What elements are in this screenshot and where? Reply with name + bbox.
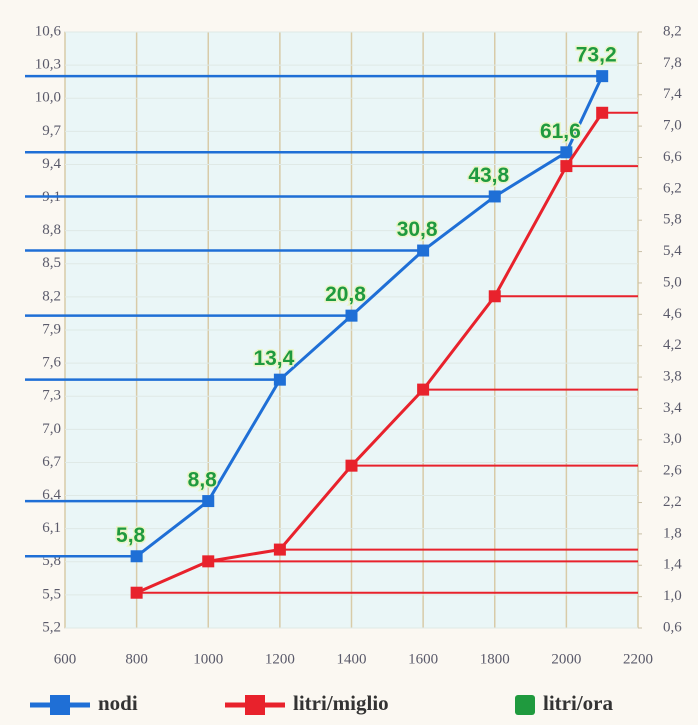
y2-tick-label: 8,2 bbox=[663, 23, 682, 39]
point bbox=[345, 459, 358, 472]
y2-tick-label: 2,2 bbox=[663, 494, 682, 510]
data-label: 20,8 bbox=[325, 283, 366, 306]
point bbox=[596, 70, 609, 83]
y-tick-label: 5,2 bbox=[42, 619, 61, 635]
x-tick-label: 1200 bbox=[265, 651, 295, 667]
x-tick-label: 2000 bbox=[551, 651, 581, 667]
y2-tick-label: 7,4 bbox=[663, 86, 682, 102]
y-tick-label: 9,4 bbox=[42, 156, 61, 172]
y-tick-label: 7,6 bbox=[42, 355, 61, 371]
y2-tick-label: 5,8 bbox=[663, 212, 682, 228]
x-tick-label: 2200 bbox=[623, 651, 653, 667]
point bbox=[596, 106, 609, 119]
data-label: 43,8 bbox=[468, 164, 509, 187]
y2-tick-label: 4,6 bbox=[663, 306, 682, 322]
legend-swatch bbox=[50, 695, 70, 715]
legend-label: litri/ora bbox=[543, 691, 613, 715]
x-tick-label: 800 bbox=[125, 651, 148, 667]
y-tick-label: 7,9 bbox=[42, 321, 61, 337]
y-tick-label: 6,4 bbox=[42, 487, 61, 503]
point bbox=[130, 586, 143, 599]
y-tick-label: 10,3 bbox=[35, 57, 61, 73]
series-line bbox=[136, 111, 604, 595]
data-label: 13,4 bbox=[253, 347, 294, 370]
point bbox=[130, 550, 143, 563]
y2-tick-label: 7,8 bbox=[663, 55, 682, 71]
y-tick-label: 8,5 bbox=[42, 255, 61, 271]
point bbox=[560, 146, 573, 159]
y2-tick-label: 1,0 bbox=[663, 588, 682, 604]
point bbox=[417, 383, 430, 396]
y2-tick-label: 3,0 bbox=[663, 431, 682, 447]
x-tick-label: 1800 bbox=[480, 651, 510, 667]
point bbox=[417, 244, 430, 257]
data-label: 30,8 bbox=[397, 218, 438, 241]
point bbox=[560, 160, 573, 173]
y-tick-label: 7,0 bbox=[42, 421, 61, 437]
point bbox=[273, 373, 286, 386]
y2-tick-label: 5,0 bbox=[663, 274, 682, 290]
y-tick-label: 9,7 bbox=[42, 123, 61, 139]
data-label: 61,6 bbox=[540, 120, 581, 143]
legend-label: nodi bbox=[98, 691, 138, 715]
y2-tick-label: 3,8 bbox=[663, 368, 682, 384]
point bbox=[488, 290, 501, 303]
legend-swatch bbox=[245, 695, 265, 715]
data-label: 8,8 bbox=[188, 469, 218, 492]
y2-tick-label: 3,4 bbox=[663, 400, 682, 416]
y-tick-label: 8,8 bbox=[42, 222, 61, 238]
y2-tick-label: 5,4 bbox=[663, 243, 682, 259]
point bbox=[345, 309, 358, 322]
y2-tick-label: 6,6 bbox=[663, 149, 682, 165]
y-tick-label: 6,1 bbox=[42, 520, 61, 536]
y-tick-label: 5,5 bbox=[42, 586, 61, 602]
y2-tick-label: 1,8 bbox=[663, 525, 682, 541]
legend-label: litri/miglio bbox=[293, 691, 389, 715]
y-tick-label: 6,7 bbox=[42, 454, 61, 470]
y2-tick-label: 2,6 bbox=[663, 463, 682, 479]
legend-swatch bbox=[515, 695, 535, 715]
y-tick-label: 8,2 bbox=[42, 288, 61, 304]
x-tick-label: 600 bbox=[54, 651, 77, 667]
y2-tick-label: 0,6 bbox=[663, 619, 682, 635]
point bbox=[202, 495, 215, 508]
point bbox=[488, 190, 501, 203]
series-line bbox=[135, 75, 604, 558]
y-tick-label: 7,3 bbox=[42, 388, 61, 404]
x-tick-label: 1000 bbox=[193, 651, 223, 667]
data-label: 73,2 bbox=[576, 44, 617, 67]
x-tick-label: 1400 bbox=[337, 651, 367, 667]
data-label: 5,8 bbox=[116, 524, 146, 547]
y2-tick-label: 1,4 bbox=[663, 557, 682, 573]
x-tick-label: 1600 bbox=[408, 651, 438, 667]
y2-tick-label: 7,0 bbox=[663, 118, 682, 134]
y-tick-label: 10,6 bbox=[35, 23, 62, 39]
point bbox=[202, 555, 215, 568]
y2-tick-label: 6,2 bbox=[663, 180, 682, 196]
point bbox=[273, 543, 286, 556]
y2-tick-label: 4,2 bbox=[663, 337, 682, 353]
y-tick-label: 10,0 bbox=[35, 90, 61, 106]
